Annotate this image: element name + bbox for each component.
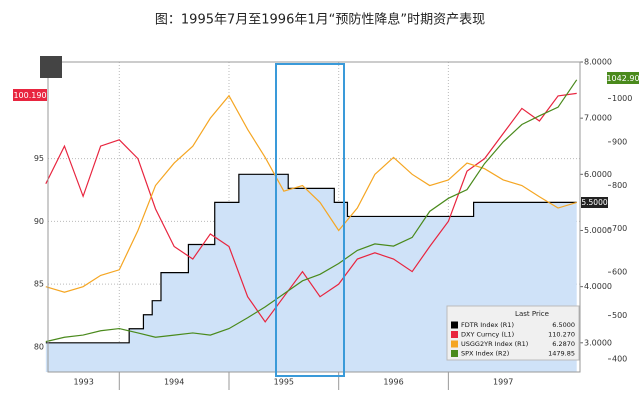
legend-label: SPX Index (R2) [461,350,509,358]
legend [446,305,580,361]
tag-bg [581,197,608,208]
series-line [45,94,577,293]
y3-tick-label: 1000 [612,94,632,103]
series-line [45,79,578,343]
x-tick-label: 1995 [274,378,294,387]
y2-tick-label: 4.0000 [584,282,612,291]
y3-tick-label: 500 [612,311,627,320]
tag-bg [607,72,639,84]
x-tick-label: 1997 [493,378,513,387]
legend-label: FDTR Index (R1) [461,321,514,329]
tag-left: 100.190 [13,91,46,100]
legend-value: 1479.85 [548,350,575,358]
y-tick-label: 85 [34,280,44,289]
icon [40,56,62,78]
y2-tick-label: 8.0000 [584,58,612,67]
y-tick-label: 80 [34,342,44,351]
legend-value: 110.270 [548,331,575,339]
legend-swatch [451,321,458,329]
y2-tick-label: 3.0000 [584,338,612,347]
tag-spx: 1042.90 [606,74,639,83]
area [45,174,577,372]
x-tick-label: 1996 [383,378,403,387]
chart-title: 图：1995年7月至1996年1月“预防性降息”时期资产表现 [155,12,485,28]
legend-swatch [451,340,458,348]
y3-tick-label: 600 [612,268,627,277]
legend-title: Last Price [515,310,549,318]
plot-frame [47,61,581,373]
y2-tick-label: 5.0000 [584,226,612,235]
x-tick-label: 1993 [73,378,93,387]
legend-label: DXY Curncy (L1) [461,331,514,339]
y3-tick-label: 900 [612,137,627,146]
y-tick-label: 90 [34,217,44,226]
tag-bg [13,89,47,101]
series-line [45,92,577,323]
legend-value: 6.5000 [552,321,575,329]
plot: 80 85 90 95 3.0000 4.0000 5.0000 6.0000 7.0000 8.… [34,58,632,390]
highlight-box [275,63,345,377]
tag-rate: 5.5000 [581,198,607,207]
x-tick-label: 1994 [164,378,184,387]
series-line [45,173,577,344]
legend-swatch [451,331,458,338]
legend-swatch [451,350,458,357]
y-tick-label: 95 [34,154,44,163]
y3-tick-label: 700 [612,224,627,233]
legend-label: USGG2YR Index (R1) [461,340,528,348]
y2-tick-label: 6.0000 [584,170,612,179]
y3-tick-label: 800 [612,181,627,190]
y2-tick-label: 7.0000 [584,114,612,123]
legend-value: 6.2870 [552,340,575,348]
y3-tick-label: 400 [612,354,627,363]
